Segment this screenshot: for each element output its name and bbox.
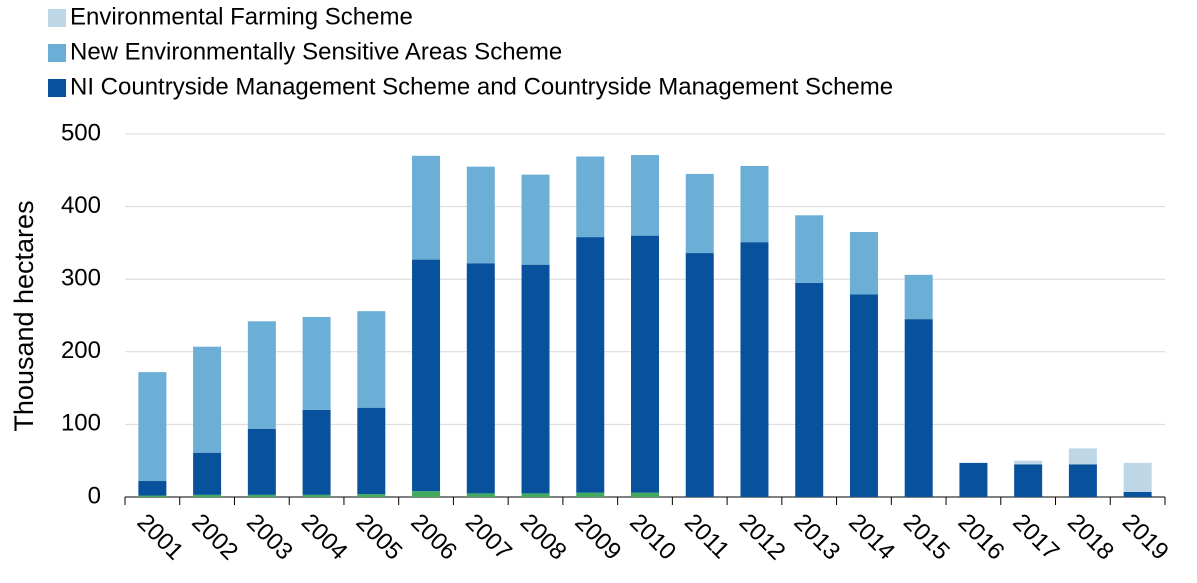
x-tick-label: 2002: [186, 509, 243, 566]
bar-segment: [247, 321, 276, 429]
y-tick-label: 200: [61, 337, 101, 364]
x-tick-label: 2016: [953, 509, 1010, 566]
legend-label: NI Countryside Management Scheme and Cou…: [70, 73, 893, 100]
bar-segment: [631, 235, 659, 493]
bar-segment: [357, 407, 386, 495]
bar-segment: [685, 253, 714, 497]
bar-segment: [521, 264, 550, 494]
bar-segment: [740, 165, 769, 243]
bar-segment: [685, 173, 714, 254]
bar-segment: [795, 215, 824, 283]
bar-segment: [247, 428, 276, 495]
bar-segment: [1123, 462, 1152, 492]
bar-segment: [412, 259, 441, 492]
y-tick-label: 400: [61, 192, 101, 219]
x-tick-label: 2014: [843, 509, 900, 566]
x-tick-label: 2013: [788, 509, 845, 566]
x-tick-label: 2017: [1007, 509, 1064, 566]
bar-segment: [302, 409, 331, 495]
y-tick-label: 300: [61, 265, 101, 292]
bar-segment: [302, 494, 331, 497]
y-tick-label: 0: [88, 482, 101, 509]
x-tick-label: 2012: [734, 509, 791, 566]
bar-segment: [904, 319, 933, 497]
bar-segment: [1068, 464, 1097, 497]
bar-segment: [904, 274, 933, 320]
x-tick-label: 2011: [679, 509, 735, 565]
bar-segment: [302, 316, 331, 410]
bar-segment: [1068, 448, 1097, 465]
x-tick-label: 2001: [132, 509, 189, 566]
bar-segment: [576, 492, 605, 497]
legend-label: New Environmentally Sensitive Areas Sche…: [70, 38, 562, 65]
bar-segment: [357, 494, 386, 497]
x-tick-label: 2005: [351, 509, 408, 566]
bar-segment: [521, 493, 550, 497]
bar-segment: [466, 263, 495, 494]
bar-segment: [740, 242, 769, 497]
bar-segment: [412, 155, 441, 260]
y-tick-label: 100: [61, 410, 101, 437]
bar-segment: [1014, 460, 1043, 465]
bar-segment: [521, 174, 550, 265]
bar-segment: [1123, 491, 1152, 497]
bar-segment: [631, 155, 659, 236]
legend-swatch: [48, 44, 66, 62]
bar-segment: [247, 494, 276, 497]
x-tick-label: 2006: [405, 509, 462, 566]
bar-segment: [412, 491, 441, 497]
bar-segment: [466, 166, 495, 264]
bar-segment: [576, 156, 605, 238]
bar-segment: [193, 346, 222, 453]
bar-segment: [138, 481, 167, 496]
x-tick-label: 2019: [1117, 509, 1174, 566]
bar-segment: [959, 462, 988, 497]
legend-swatch: [48, 9, 66, 27]
bar-segment: [138, 372, 167, 482]
bar-segment: [193, 494, 222, 497]
bar-segment: [193, 452, 222, 495]
y-tick-label: 500: [61, 119, 101, 146]
x-tick-label: 2003: [241, 509, 298, 566]
bar-segment: [138, 495, 167, 497]
bar-segment: [357, 311, 386, 408]
legend-label: Environmental Farming Scheme: [70, 3, 413, 30]
bar-segment: [849, 232, 878, 295]
bar-segment: [576, 237, 605, 493]
x-tick-label: 2009: [570, 509, 627, 566]
x-tick-label: 2010: [624, 509, 681, 566]
x-tick-label: 2004: [296, 509, 353, 566]
y-axis-label: Thousand hectares: [9, 200, 39, 431]
x-tick-label: 2015: [898, 509, 955, 566]
bar-segment: [849, 294, 878, 497]
legend-swatch: [48, 79, 66, 97]
bar-segment: [631, 492, 659, 497]
bar-segment: [795, 282, 824, 497]
x-tick-label: 2007: [460, 509, 517, 566]
bar-segment: [466, 493, 495, 497]
x-tick-label: 2018: [1062, 509, 1119, 566]
bar-segment: [1014, 464, 1043, 497]
x-tick-label: 2008: [515, 509, 572, 566]
